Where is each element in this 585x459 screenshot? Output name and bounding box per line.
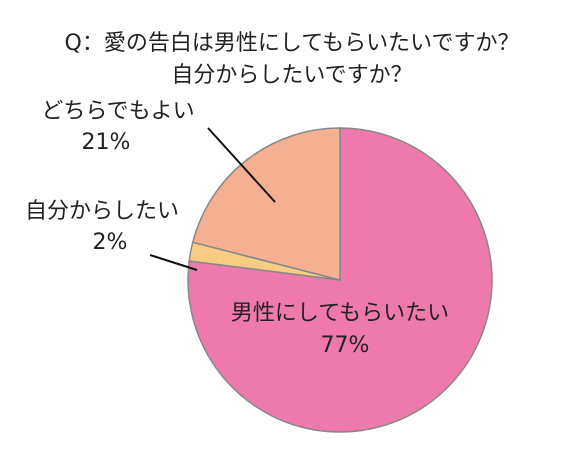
slice-label: どちらでもよい: [41, 99, 194, 124]
value-label: 2%: [93, 230, 128, 255]
pie-slice: [187, 127, 493, 433]
slice-label: 自分からしたい: [25, 199, 179, 224]
slice-label: 男性にしてもらいたい: [231, 301, 449, 326]
chart-title: Q：愛の告白は男性にしてもらいたいですか？: [65, 31, 520, 56]
chart-title: 自分からしたいですか？: [171, 63, 412, 88]
leader-line: [207, 127, 276, 203]
leader-line: [149, 254, 198, 271]
pie-slice: [191, 127, 341, 281]
value-label: 77%: [321, 333, 370, 358]
value-label: 21%: [82, 130, 131, 155]
